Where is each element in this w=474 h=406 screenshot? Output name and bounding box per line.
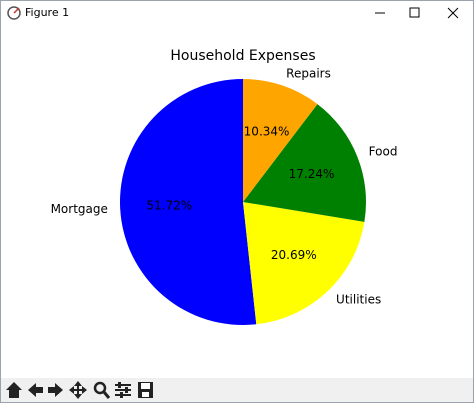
forward-button[interactable] xyxy=(48,383,63,397)
pan-button[interactable] xyxy=(69,381,87,399)
close[interactable] xyxy=(447,7,459,19)
save-button[interactable] xyxy=(138,382,153,398)
toolbar-buttons xyxy=(6,381,153,399)
zoom-button[interactable] xyxy=(93,381,111,399)
home-button[interactable] xyxy=(6,382,22,398)
slice-label: Mortgage xyxy=(51,202,108,216)
maximize[interactable] xyxy=(409,7,420,18)
slice-label: Utilities xyxy=(336,293,381,307)
chart: Household Expenses Mortgage 51.72% Utiliti… xyxy=(51,48,398,325)
pie-slice xyxy=(243,202,365,325)
percent-label: 17.24% xyxy=(289,167,335,181)
percent-label: 20.69% xyxy=(271,248,317,262)
back-button[interactable] xyxy=(28,383,43,397)
slice-label: Food xyxy=(369,144,398,158)
configure-button[interactable] xyxy=(115,382,131,398)
toolbar xyxy=(1,378,473,402)
pie-slice xyxy=(119,79,257,325)
app-icon xyxy=(7,6,21,20)
window-controls[interactable] xyxy=(363,1,473,25)
pie-slice xyxy=(243,104,366,222)
percent-label: 10.34% xyxy=(244,125,290,139)
window-title: Figure 1 xyxy=(25,6,70,19)
percent-label: 51.72% xyxy=(146,198,192,212)
chart-title: Household Expenses xyxy=(170,48,315,64)
slice-label: Repairs xyxy=(286,66,331,80)
pie-slice xyxy=(243,79,318,202)
title-bar: Figure 1 xyxy=(1,1,473,25)
